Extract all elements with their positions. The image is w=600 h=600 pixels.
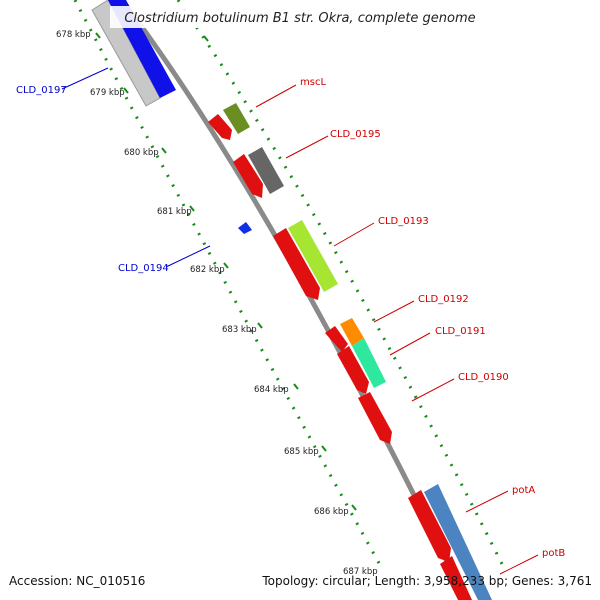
- gene-label-mscl[interactable]: mscL: [300, 77, 326, 88]
- cds-cld0192: [325, 326, 348, 352]
- major-ticks: [95, 32, 357, 511]
- leader-mscl: [255, 84, 297, 108]
- scale-label-685: 685 kbp: [284, 447, 319, 457]
- gene-bar-cld0191: [352, 338, 386, 388]
- scale-label-687: 687 kbp: [343, 567, 378, 577]
- scale-label-681: 681 kbp: [157, 207, 192, 217]
- leader-potb: [499, 554, 539, 575]
- scale-label-680: 680 kbp: [124, 148, 159, 158]
- gene-label-cld0194[interactable]: CLD_0194: [118, 263, 169, 274]
- outer-tick-track: [176, 0, 507, 571]
- gene-label-cld0191[interactable]: CLD_0191: [435, 326, 486, 337]
- gene-label-cld0190[interactable]: CLD_0190: [458, 372, 509, 383]
- cds-cld0195: [233, 154, 263, 198]
- leader-cld0192: [373, 300, 415, 323]
- cds-pota: [408, 490, 451, 562]
- scale-label-679: 679 kbp: [90, 88, 125, 98]
- accession-text: Accession: NC_010516: [9, 574, 146, 588]
- gene-label-cld0195[interactable]: CLD_0195: [330, 129, 381, 140]
- leader-cld0191: [389, 332, 431, 356]
- gene-bar-cld0193: [288, 220, 338, 292]
- gene-label-potb[interactable]: potB: [542, 548, 565, 559]
- gene-label-pota[interactable]: potA: [512, 485, 535, 496]
- inner-tick-track: [73, 0, 382, 566]
- gene-label-cld0192[interactable]: CLD_0192: [418, 294, 469, 305]
- cds-potb: [440, 556, 472, 600]
- cds-cld0193: [273, 228, 320, 300]
- leader-pota: [465, 490, 509, 513]
- scale-label-686: 686 kbp: [314, 507, 349, 517]
- topology-text: Topology: circular; Length: 3,958,233 bp…: [262, 574, 592, 588]
- cds-mscl: [208, 114, 232, 140]
- scale-label-678: 678 kbp: [56, 30, 91, 40]
- leader-cld0194: [165, 245, 211, 268]
- gene-bar-cld0195: [248, 147, 284, 194]
- gene-bar-pota: [424, 484, 492, 600]
- gene-bar-cld0194: [238, 222, 252, 234]
- map-title: Clostridium botulinum B1 str. Okra, comp…: [124, 11, 475, 26]
- gene-label-cld0197[interactable]: CLD_0197: [16, 85, 67, 96]
- leader-cld0195: [285, 135, 329, 159]
- cds-cld0191: [337, 346, 369, 394]
- leader-cld0197: [61, 67, 109, 90]
- title-backing: [110, 6, 490, 28]
- cds-cld0190: [358, 392, 392, 444]
- scale-label-682: 682 kbp: [190, 265, 225, 275]
- gene-bar-mscl: [223, 103, 250, 134]
- leader-cld0193: [333, 222, 375, 247]
- leader-cld0190: [411, 378, 455, 402]
- scale-label-684: 684 kbp: [254, 385, 289, 395]
- scale-label-683: 683 kbp: [222, 325, 257, 335]
- gene-label-cld0193[interactable]: CLD_0193: [378, 216, 429, 227]
- gene-bar-cld0192: [340, 318, 364, 346]
